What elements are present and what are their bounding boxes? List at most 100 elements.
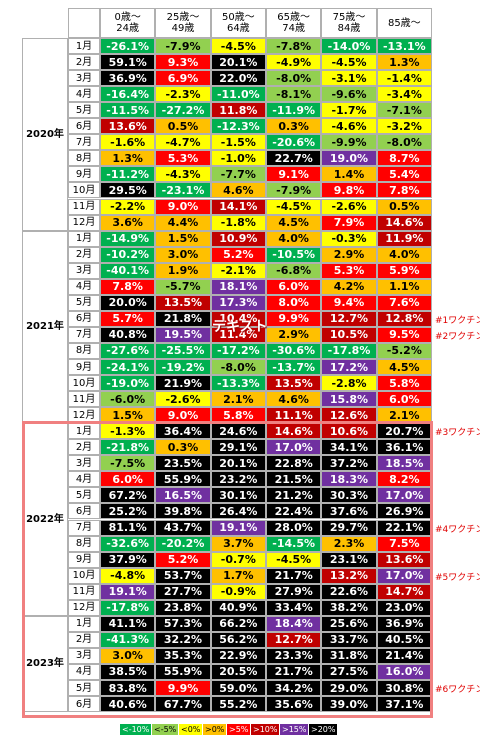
value-cell: 3.0% [100, 647, 156, 664]
value-cell: -10.5% [266, 246, 322, 263]
value-cell: 57.3% [155, 615, 211, 632]
header-line: 84歳 [337, 23, 361, 34]
value-cell: 7.8% [376, 182, 432, 199]
value-cell: 1.9% [155, 262, 211, 279]
value-cell: 2.1% [210, 391, 266, 408]
value-cell: 39.8% [155, 503, 211, 520]
value-cell: 20.7% [376, 423, 432, 440]
value-cell: -2.3% [155, 86, 211, 103]
value-cell: 13.6% [376, 551, 432, 568]
value-cell: -2.6% [155, 391, 211, 408]
value-cell: 5.4% [376, 166, 432, 183]
value-cell: -11.5% [100, 102, 156, 119]
value-cell: -3.4% [376, 86, 432, 103]
value-cell: -30.6% [266, 342, 322, 359]
value-cell: 11.4% [210, 326, 266, 343]
value-cell: -21.8% [100, 439, 156, 456]
value-cell: -20.6% [266, 134, 322, 151]
value-cell: -1.5% [210, 134, 266, 151]
value-cell: 9.1% [266, 166, 322, 183]
value-cell: -24.1% [100, 359, 156, 376]
value-cell: 10.6% [321, 423, 377, 440]
value-cell: -17.8% [100, 599, 156, 616]
value-cell: 22.7% [266, 150, 322, 167]
month-label: 8月 [68, 342, 100, 359]
watermark: テキスト [212, 319, 268, 335]
value-cell: -19.0% [100, 375, 156, 392]
value-cell: -9.6% [321, 86, 377, 103]
value-cell: 7.5% [376, 535, 432, 552]
value-cell: -17.2% [210, 342, 266, 359]
value-cell: 32.2% [155, 631, 211, 648]
value-cell: 23.0% [376, 599, 432, 616]
value-cell: 9.3% [155, 54, 211, 71]
value-cell: -1.4% [376, 70, 432, 87]
value-cell: 5.8% [210, 407, 266, 424]
value-cell: -3.1% [321, 70, 377, 87]
value-cell: 14.1% [210, 198, 266, 215]
header-line: 49歳 [171, 23, 195, 34]
value-cell: 9.9% [155, 680, 211, 697]
value-cell: 4.5% [376, 359, 432, 376]
value-cell: 35.6% [266, 696, 322, 713]
value-cell: 11.9% [376, 230, 432, 247]
value-cell: 24.6% [210, 423, 266, 440]
value-cell: 4.0% [266, 230, 322, 247]
value-cell: -26.1% [100, 38, 156, 55]
year-label: 2023年 [22, 615, 68, 713]
value-cell: 30.8% [376, 680, 432, 697]
value-cell: 40.5% [376, 631, 432, 648]
value-cell: 29.7% [321, 519, 377, 536]
value-cell: -7.7% [210, 166, 266, 183]
header-line: 75歳～ [332, 12, 366, 23]
value-cell: 43.7% [155, 519, 211, 536]
month-label: 11月 [68, 391, 100, 408]
value-cell: 17.0% [266, 439, 322, 456]
value-cell: 30.1% [210, 487, 266, 504]
value-cell: 31.8% [321, 647, 377, 664]
value-cell: 9.9% [266, 310, 322, 327]
value-cell: -1.7% [321, 102, 377, 119]
value-cell: -0.7% [210, 551, 266, 568]
value-cell: 2.9% [266, 326, 322, 343]
value-cell: -6.0% [100, 391, 156, 408]
value-cell: 28.0% [266, 519, 322, 536]
value-cell: 17.0% [376, 487, 432, 504]
value-cell: 20.0% [100, 294, 156, 311]
value-cell: -7.8% [266, 38, 322, 55]
value-cell: 26.4% [210, 503, 266, 520]
value-cell: 21.9% [155, 375, 211, 392]
value-cell: 38.2% [321, 599, 377, 616]
value-cell: -4.5% [321, 54, 377, 71]
value-cell: -2.6% [321, 198, 377, 215]
month-label: 1月 [68, 230, 100, 247]
value-cell: 5.8% [376, 375, 432, 392]
month-label: 2月 [68, 439, 100, 456]
year-label: 2022年 [22, 423, 68, 616]
value-cell: 17.3% [210, 294, 266, 311]
value-cell: 36.1% [376, 439, 432, 456]
value-cell: -40.1% [100, 262, 156, 279]
value-cell: -10.2% [100, 246, 156, 263]
value-cell: 27.5% [321, 663, 377, 680]
value-cell: -2.2% [100, 198, 156, 215]
value-cell: -1.3% [100, 423, 156, 440]
month-label: 9月 [68, 359, 100, 376]
month-label: 5月 [68, 294, 100, 311]
value-cell: 4.2% [321, 278, 377, 295]
value-cell: -4.5% [266, 551, 322, 568]
value-cell: -4.7% [155, 134, 211, 151]
value-cell: -32.6% [100, 535, 156, 552]
value-cell: 14.7% [376, 583, 432, 600]
value-cell: 1.4% [321, 166, 377, 183]
value-cell: 56.2% [210, 631, 266, 648]
month-label: 4月 [68, 663, 100, 680]
value-cell: 0.5% [155, 118, 211, 135]
value-cell: 37.1% [376, 696, 432, 713]
value-cell: 8.0% [266, 294, 322, 311]
value-cell: -19.2% [155, 359, 211, 376]
value-cell: 22.6% [321, 583, 377, 600]
value-cell: -14.0% [321, 38, 377, 55]
value-cell: 29.5% [100, 182, 156, 199]
value-cell: 13.5% [155, 294, 211, 311]
